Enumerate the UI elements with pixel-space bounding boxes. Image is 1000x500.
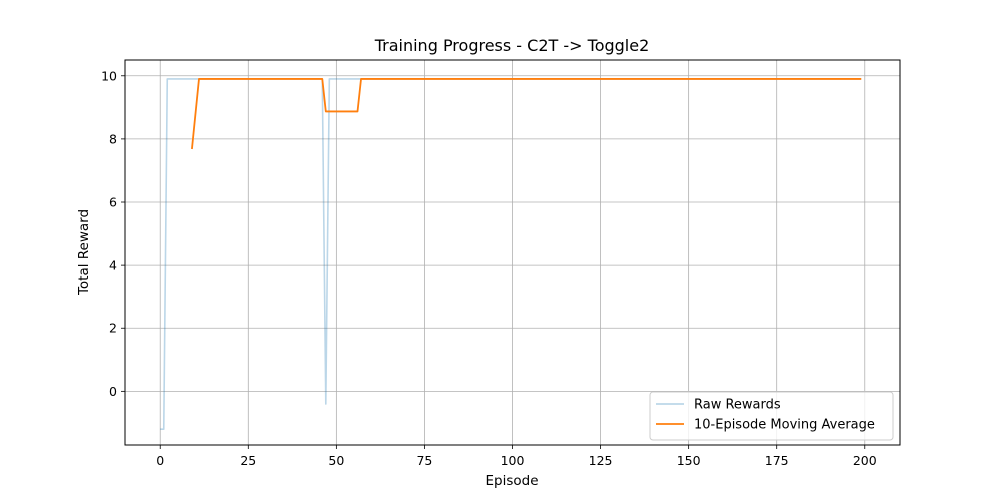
legend: Raw Rewards 10-Episode Moving Average (649, 391, 894, 441)
x-tick-label: 0 (156, 453, 164, 468)
legend-label: 10-Episode Moving Average (694, 418, 875, 433)
series-line-2 (191, 78, 862, 150)
x-axis-ticks: 0 25 50 75 100 125 150 175 200 (156, 445, 877, 468)
chart-title: Training Progress - C2T -> Toggle2 (374, 36, 650, 55)
x-tick-label: 25 (240, 453, 256, 468)
x-tick-label: 175 (765, 453, 789, 468)
y-tick-label: 6 (109, 195, 117, 210)
x-tick-label: 150 (677, 453, 701, 468)
y-tick-label: 4 (109, 258, 117, 273)
y-axis-ticks: 0 2 4 6 8 10 (101, 68, 125, 399)
y-tick-label: 8 (109, 131, 117, 146)
legend-box (649, 391, 894, 441)
y-tick-label: 10 (101, 68, 117, 83)
x-tick-label: 125 (589, 453, 613, 468)
series-lines (160, 78, 862, 431)
y-tick-label: 0 (109, 384, 117, 399)
x-tick-label: 100 (501, 453, 525, 468)
y-axis-label: Total Reward (76, 209, 92, 296)
y-tick-label: 2 (109, 321, 117, 336)
x-tick-label: 50 (328, 453, 344, 468)
x-axis-label: Episode (485, 473, 538, 489)
legend-label: Raw Rewards (694, 398, 781, 413)
grid-lines (125, 60, 900, 445)
x-tick-label: 200 (853, 453, 877, 468)
x-tick-label: 75 (416, 453, 432, 468)
